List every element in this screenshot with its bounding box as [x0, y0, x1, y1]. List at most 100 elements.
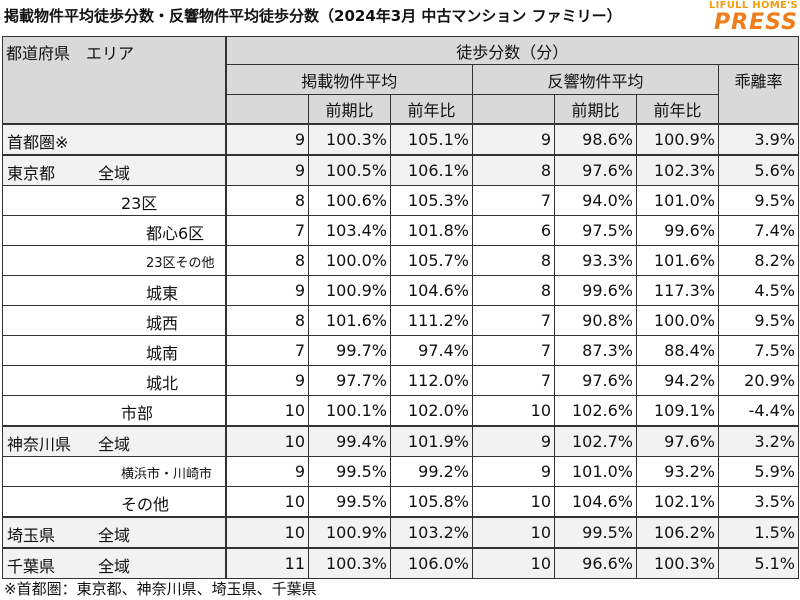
- cell-listed-yoy: 97.4%: [390, 335, 473, 366]
- cell-gap-rate: 20.9%: [718, 365, 799, 396]
- cell-inquiry-mom: 98.6%: [554, 123, 637, 156]
- cell-gap-rate: 5.6%: [718, 154, 799, 186]
- cell-listed-yoy: 105.1%: [390, 123, 473, 156]
- cell-inquiry-mom: 87.3%: [554, 335, 637, 366]
- row-label: 埼玉県 全域: [2, 516, 227, 549]
- cell-listed-yoy: 112.0%: [390, 365, 473, 396]
- cell-gap-rate: 7.4%: [718, 215, 799, 246]
- cell-inquiry-mom: 90.8%: [554, 305, 637, 336]
- cell-inquiry-mom: 97.6%: [554, 365, 637, 396]
- cell-inquiry-yoy: 106.2%: [636, 516, 719, 549]
- cell-gap-rate: 3.5%: [718, 486, 799, 518]
- cell-inquiry-yoy: 100.3%: [636, 547, 719, 579]
- cell-listed-yoy: 101.9%: [390, 425, 473, 457]
- cell-listed-mom: 100.5%: [308, 154, 391, 186]
- header-inquiry-yoy: 前年比: [636, 94, 719, 125]
- cell-listed-yoy: 105.8%: [390, 486, 473, 518]
- table-row: 東京都 全域 9 100.5% 106.1% 8 97.6% 102.3% 5.6%: [2, 154, 799, 186]
- cell-listed-minutes: 10: [225, 516, 309, 549]
- footnote: ※首都圏：東京都、神奈川県、埼玉県、千葉県: [4, 580, 317, 598]
- cell-inquiry-yoy: 101.0%: [636, 185, 719, 216]
- cell-listed-yoy: 101.8%: [390, 215, 473, 246]
- row-area: その他: [121, 495, 170, 514]
- cell-listed-mom: 100.3%: [308, 547, 391, 579]
- cell-inquiry-yoy: 100.9%: [636, 123, 719, 156]
- cell-listed-mom: 100.6%: [308, 185, 391, 216]
- cell-listed-yoy: 106.0%: [390, 547, 473, 579]
- cell-inquiry-minutes: 10: [472, 516, 555, 549]
- cell-listed-mom: 100.9%: [308, 516, 391, 549]
- cell-listed-minutes: 9: [225, 456, 309, 487]
- cell-listed-minutes: 7: [225, 215, 309, 246]
- header-inquiry: 反響物件平均: [472, 64, 719, 95]
- cell-inquiry-minutes: 8: [472, 275, 555, 306]
- row-label: 神奈川県 全域: [2, 425, 227, 457]
- row-area: 城東: [146, 284, 179, 303]
- header-listed-mom: 前期比: [308, 94, 391, 125]
- cell-inquiry-minutes: 9: [472, 456, 555, 487]
- row-label: その他: [2, 486, 227, 518]
- cell-inquiry-minutes: 7: [472, 305, 555, 336]
- header-walk-group: 徒歩分数（分）: [225, 36, 799, 65]
- cell-inquiry-minutes: 7: [472, 335, 555, 366]
- row-label: 都心6区: [2, 215, 227, 246]
- row-label: 23区: [2, 185, 227, 216]
- table-row: 23区 8 100.6% 105.3% 7 94.0% 101.0% 9.5%: [2, 185, 799, 216]
- table-row: 城西 8 101.6% 111.2% 7 90.8% 100.0% 9.5%: [2, 305, 799, 336]
- cell-listed-minutes: 10: [225, 486, 309, 518]
- cell-inquiry-yoy: 94.2%: [636, 365, 719, 396]
- row-area: 市部: [121, 404, 154, 423]
- table-row: 横浜市・川崎市 9 99.5% 99.2% 9 101.0% 93.2% 5.9%: [2, 456, 799, 487]
- cell-gap-rate: 4.5%: [718, 275, 799, 306]
- cell-listed-mom: 100.1%: [308, 395, 391, 427]
- brand-logo: LIFULL HOME'S PRESS: [668, 0, 798, 34]
- cell-listed-minutes: 9: [225, 123, 309, 156]
- cell-inquiry-mom: 97.5%: [554, 215, 637, 246]
- cell-inquiry-minutes: 10: [472, 395, 555, 427]
- row-label: 城東: [2, 275, 227, 306]
- cell-listed-minutes: 9: [225, 275, 309, 306]
- cell-gap-rate: 8.2%: [718, 245, 799, 276]
- row-prefecture: 千葉県: [7, 557, 56, 576]
- table-row: 城南 7 99.7% 97.4% 7 87.3% 88.4% 7.5%: [2, 335, 799, 366]
- header-inquiry-mom: 前期比: [554, 94, 637, 125]
- cell-listed-minutes: 11: [225, 547, 309, 579]
- row-area: 全域: [98, 557, 131, 576]
- cell-listed-yoy: 111.2%: [390, 305, 473, 336]
- cell-inquiry-minutes: 8: [472, 245, 555, 276]
- cell-listed-yoy: 105.3%: [390, 185, 473, 216]
- cell-listed-mom: 103.4%: [308, 215, 391, 246]
- table-row: 市部 10 100.1% 102.0% 10 102.6% 109.1% -4.4%: [2, 395, 799, 427]
- row-prefecture: 首都圏※: [7, 133, 69, 152]
- row-area: 全域: [98, 435, 131, 454]
- cell-listed-minutes: 9: [225, 365, 309, 396]
- cell-gap-rate: 9.5%: [718, 185, 799, 216]
- cell-inquiry-minutes: 8: [472, 154, 555, 186]
- cell-inquiry-yoy: 102.1%: [636, 486, 719, 518]
- row-area: 横浜市・川崎市: [121, 467, 213, 482]
- cell-inquiry-mom: 104.6%: [554, 486, 637, 518]
- cell-gap-rate: 5.9%: [718, 456, 799, 487]
- cell-inquiry-minutes: 9: [472, 123, 555, 156]
- cell-listed-mom: 100.9%: [308, 275, 391, 306]
- table-row: 都心6区 7 103.4% 101.8% 6 97.5% 99.6% 7.4%: [2, 215, 799, 246]
- cell-inquiry-minutes: 7: [472, 365, 555, 396]
- cell-inquiry-yoy: 117.3%: [636, 275, 719, 306]
- cell-inquiry-mom: 102.7%: [554, 425, 637, 457]
- cell-listed-mom: 100.3%: [308, 123, 391, 156]
- header-listed-blank: [225, 94, 309, 125]
- cell-inquiry-minutes: 10: [472, 547, 555, 579]
- cell-listed-mom: 99.5%: [308, 486, 391, 518]
- row-area: 城西: [146, 314, 179, 333]
- row-label: 城南: [2, 335, 227, 366]
- table-row: 神奈川県 全域 10 99.4% 101.9% 9 102.7% 97.6% 3.2%: [2, 425, 799, 457]
- table-row: その他 10 99.5% 105.8% 10 104.6% 102.1% 3.5%: [2, 486, 799, 518]
- cell-gap-rate: 1.5%: [718, 516, 799, 549]
- row-label: 城西: [2, 305, 227, 336]
- table-row: 23区その他 8 100.0% 105.7% 8 93.3% 101.6% 8.2%: [2, 245, 799, 276]
- cell-inquiry-yoy: 101.6%: [636, 245, 719, 276]
- cell-gap-rate: -4.4%: [718, 395, 799, 427]
- cell-inquiry-minutes: 9: [472, 425, 555, 457]
- cell-inquiry-mom: 97.6%: [554, 154, 637, 186]
- logo-main-text: PRESS: [714, 10, 798, 35]
